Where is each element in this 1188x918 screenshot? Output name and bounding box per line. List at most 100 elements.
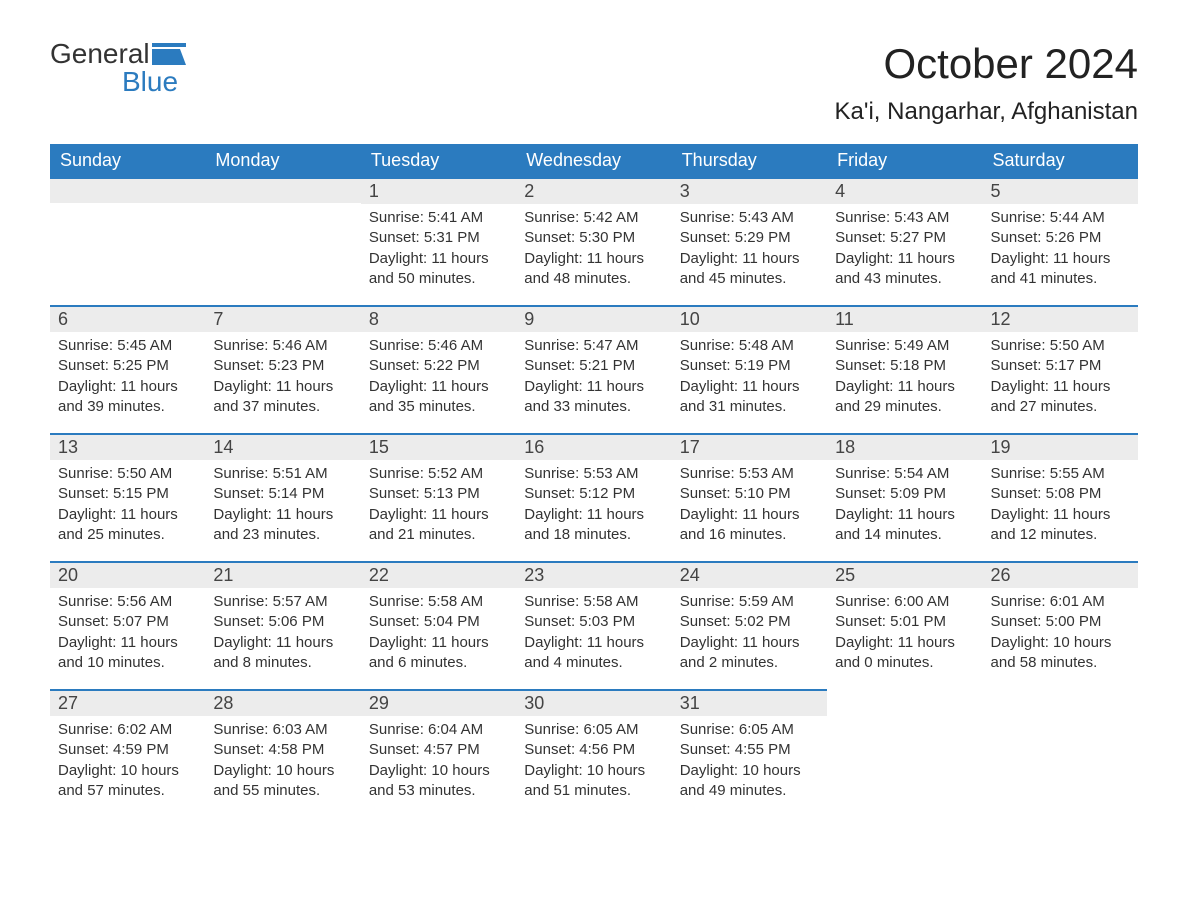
day-number: 22 xyxy=(361,561,516,588)
sunrise-line: Sunrise: 5:53 AM xyxy=(680,464,819,484)
sunrise-line: Sunrise: 6:03 AM xyxy=(213,720,352,740)
sunrise-line: Sunrise: 5:54 AM xyxy=(835,464,974,484)
daylight-line: Daylight: 11 hours and 0 minutes. xyxy=(835,633,974,674)
sunrise-line: Sunrise: 5:52 AM xyxy=(369,464,508,484)
sunset-line: Sunset: 4:59 PM xyxy=(58,740,197,760)
calendar-cell: 15Sunrise: 5:52 AMSunset: 5:13 PMDayligh… xyxy=(361,433,516,561)
sunrise-line: Sunrise: 5:57 AM xyxy=(213,592,352,612)
sunrise-line: Sunrise: 5:50 AM xyxy=(58,464,197,484)
logo: General Blue xyxy=(50,40,186,96)
day-number: 10 xyxy=(672,305,827,332)
daylight-line: Daylight: 10 hours and 49 minutes. xyxy=(680,761,819,802)
sunrise-line: Sunrise: 5:58 AM xyxy=(524,592,663,612)
weekday-header: Wednesday xyxy=(516,144,671,177)
sunrise-line: Sunrise: 6:00 AM xyxy=(835,592,974,612)
sunrise-line: Sunrise: 5:58 AM xyxy=(369,592,508,612)
day-details: Sunrise: 5:51 AMSunset: 5:14 PMDaylight:… xyxy=(205,460,360,553)
day-number: 20 xyxy=(50,561,205,588)
day-number: 19 xyxy=(983,433,1138,460)
calendar-cell: 29Sunrise: 6:04 AMSunset: 4:57 PMDayligh… xyxy=(361,689,516,817)
sunrise-line: Sunrise: 6:04 AM xyxy=(369,720,508,740)
calendar-cell: 4Sunrise: 5:43 AMSunset: 5:27 PMDaylight… xyxy=(827,177,982,305)
day-number: 1 xyxy=(361,177,516,204)
day-number: 17 xyxy=(672,433,827,460)
day-number: 27 xyxy=(50,689,205,716)
day-details: Sunrise: 5:54 AMSunset: 5:09 PMDaylight:… xyxy=(827,460,982,553)
day-number: 7 xyxy=(205,305,360,332)
sunset-line: Sunset: 4:56 PM xyxy=(524,740,663,760)
day-number: 31 xyxy=(672,689,827,716)
day-details: Sunrise: 6:00 AMSunset: 5:01 PMDaylight:… xyxy=(827,588,982,681)
calendar-cell: 17Sunrise: 5:53 AMSunset: 5:10 PMDayligh… xyxy=(672,433,827,561)
calendar-cell: 8Sunrise: 5:46 AMSunset: 5:22 PMDaylight… xyxy=(361,305,516,433)
day-number: 18 xyxy=(827,433,982,460)
daylight-line: Daylight: 11 hours and 2 minutes. xyxy=(680,633,819,674)
sunrise-line: Sunrise: 5:53 AM xyxy=(524,464,663,484)
daylight-line: Daylight: 11 hours and 21 minutes. xyxy=(369,505,508,546)
day-details: Sunrise: 5:58 AMSunset: 5:04 PMDaylight:… xyxy=(361,588,516,681)
daylight-line: Daylight: 11 hours and 8 minutes. xyxy=(213,633,352,674)
daylight-line: Daylight: 11 hours and 45 minutes. xyxy=(680,249,819,290)
sunrise-line: Sunrise: 5:51 AM xyxy=(213,464,352,484)
day-details: Sunrise: 5:53 AMSunset: 5:10 PMDaylight:… xyxy=(672,460,827,553)
sunset-line: Sunset: 5:19 PM xyxy=(680,356,819,376)
day-number: 25 xyxy=(827,561,982,588)
daylight-line: Daylight: 11 hours and 12 minutes. xyxy=(991,505,1130,546)
day-number: 9 xyxy=(516,305,671,332)
calendar-cell: 7Sunrise: 5:46 AMSunset: 5:23 PMDaylight… xyxy=(205,305,360,433)
sunrise-line: Sunrise: 6:02 AM xyxy=(58,720,197,740)
day-number: 12 xyxy=(983,305,1138,332)
sunrise-line: Sunrise: 5:43 AM xyxy=(680,208,819,228)
day-details: Sunrise: 5:55 AMSunset: 5:08 PMDaylight:… xyxy=(983,460,1138,553)
month-title: October 2024 xyxy=(835,40,1138,88)
daylight-line: Daylight: 10 hours and 58 minutes. xyxy=(991,633,1130,674)
sunset-line: Sunset: 5:12 PM xyxy=(524,484,663,504)
sunrise-line: Sunrise: 6:01 AM xyxy=(991,592,1130,612)
calendar-body: 1 Sunrise: 5:41 AMSunset: 5:31 PM Daylight… xyxy=(50,177,1138,817)
day-number: 24 xyxy=(672,561,827,588)
calendar-cell: 14Sunrise: 5:51 AMSunset: 5:14 PMDayligh… xyxy=(205,433,360,561)
sunrise-line: Sunrise: 5:48 AM xyxy=(680,336,819,356)
day-details: Sunrise: 5:58 AMSunset: 5:03 PMDaylight:… xyxy=(516,588,671,681)
empty-day-bar xyxy=(205,177,360,203)
day-details: Sunrise: 6:02 AMSunset: 4:59 PMDaylight:… xyxy=(50,716,205,809)
daylight-line: Daylight: 10 hours and 51 minutes. xyxy=(524,761,663,802)
day-details: Sunrise: 5:46 AMSunset: 5:23 PMDaylight:… xyxy=(205,332,360,425)
day-number: 21 xyxy=(205,561,360,588)
sunset-line: Sunset: 5:22 PM xyxy=(369,356,508,376)
daylight-line: Daylight: 11 hours and 43 minutes. xyxy=(835,249,974,290)
daylight-line: Daylight: 11 hours and 33 minutes. xyxy=(524,377,663,418)
calendar-cell: 24Sunrise: 5:59 AMSunset: 5:02 PMDayligh… xyxy=(672,561,827,689)
sunset-line: Sunset: 5:15 PM xyxy=(58,484,197,504)
logo-flag-icon xyxy=(152,43,186,65)
sunrise-line: Sunrise: 5:46 AM xyxy=(369,336,508,356)
calendar-cell xyxy=(983,689,1138,817)
calendar-week: 13Sunrise: 5:50 AMSunset: 5:15 PMDayligh… xyxy=(50,433,1138,561)
weekday-header: Monday xyxy=(205,144,360,177)
sunrise-line: Sunrise: 5:42 AM xyxy=(524,208,663,228)
sunrise-line: Sunrise: 5:50 AM xyxy=(991,336,1130,356)
calendar-cell: 11Sunrise: 5:49 AMSunset: 5:18 PMDayligh… xyxy=(827,305,982,433)
calendar-cell: 31Sunrise: 6:05 AMSunset: 4:55 PMDayligh… xyxy=(672,689,827,817)
sunset-line: Sunset: 5:21 PM xyxy=(524,356,663,376)
day-details: Sunrise: 5:48 AMSunset: 5:19 PMDaylight:… xyxy=(672,332,827,425)
day-number: 14 xyxy=(205,433,360,460)
day-details: Sunrise: 6:05 AMSunset: 4:55 PMDaylight:… xyxy=(672,716,827,809)
sunrise-line: Sunrise: 5:59 AM xyxy=(680,592,819,612)
calendar-cell: 13Sunrise: 5:50 AMSunset: 5:15 PMDayligh… xyxy=(50,433,205,561)
sunset-line: Sunset: 5:31 PM xyxy=(369,228,508,248)
day-number: 28 xyxy=(205,689,360,716)
day-number: 26 xyxy=(983,561,1138,588)
sunrise-line: Sunrise: 5:43 AM xyxy=(835,208,974,228)
title-block: October 2024 Ka'i, Nangarhar, Afghanista… xyxy=(835,40,1138,126)
day-details: Sunrise: 5:49 AMSunset: 5:18 PMDaylight:… xyxy=(827,332,982,425)
day-number: 16 xyxy=(516,433,671,460)
sunrise-line: Sunrise: 5:41 AM xyxy=(369,208,508,228)
calendar-cell: 6Sunrise: 5:45 AMSunset: 5:25 PMDaylight… xyxy=(50,305,205,433)
daylight-line: Daylight: 11 hours and 41 minutes. xyxy=(991,249,1130,290)
weekday-header: Friday xyxy=(827,144,982,177)
day-details: Sunrise: 6:01 AMSunset: 5:00 PMDaylight:… xyxy=(983,588,1138,681)
sunrise-line: Sunrise: 5:49 AM xyxy=(835,336,974,356)
day-number: 15 xyxy=(361,433,516,460)
daylight-line: Daylight: 11 hours and 29 minutes. xyxy=(835,377,974,418)
